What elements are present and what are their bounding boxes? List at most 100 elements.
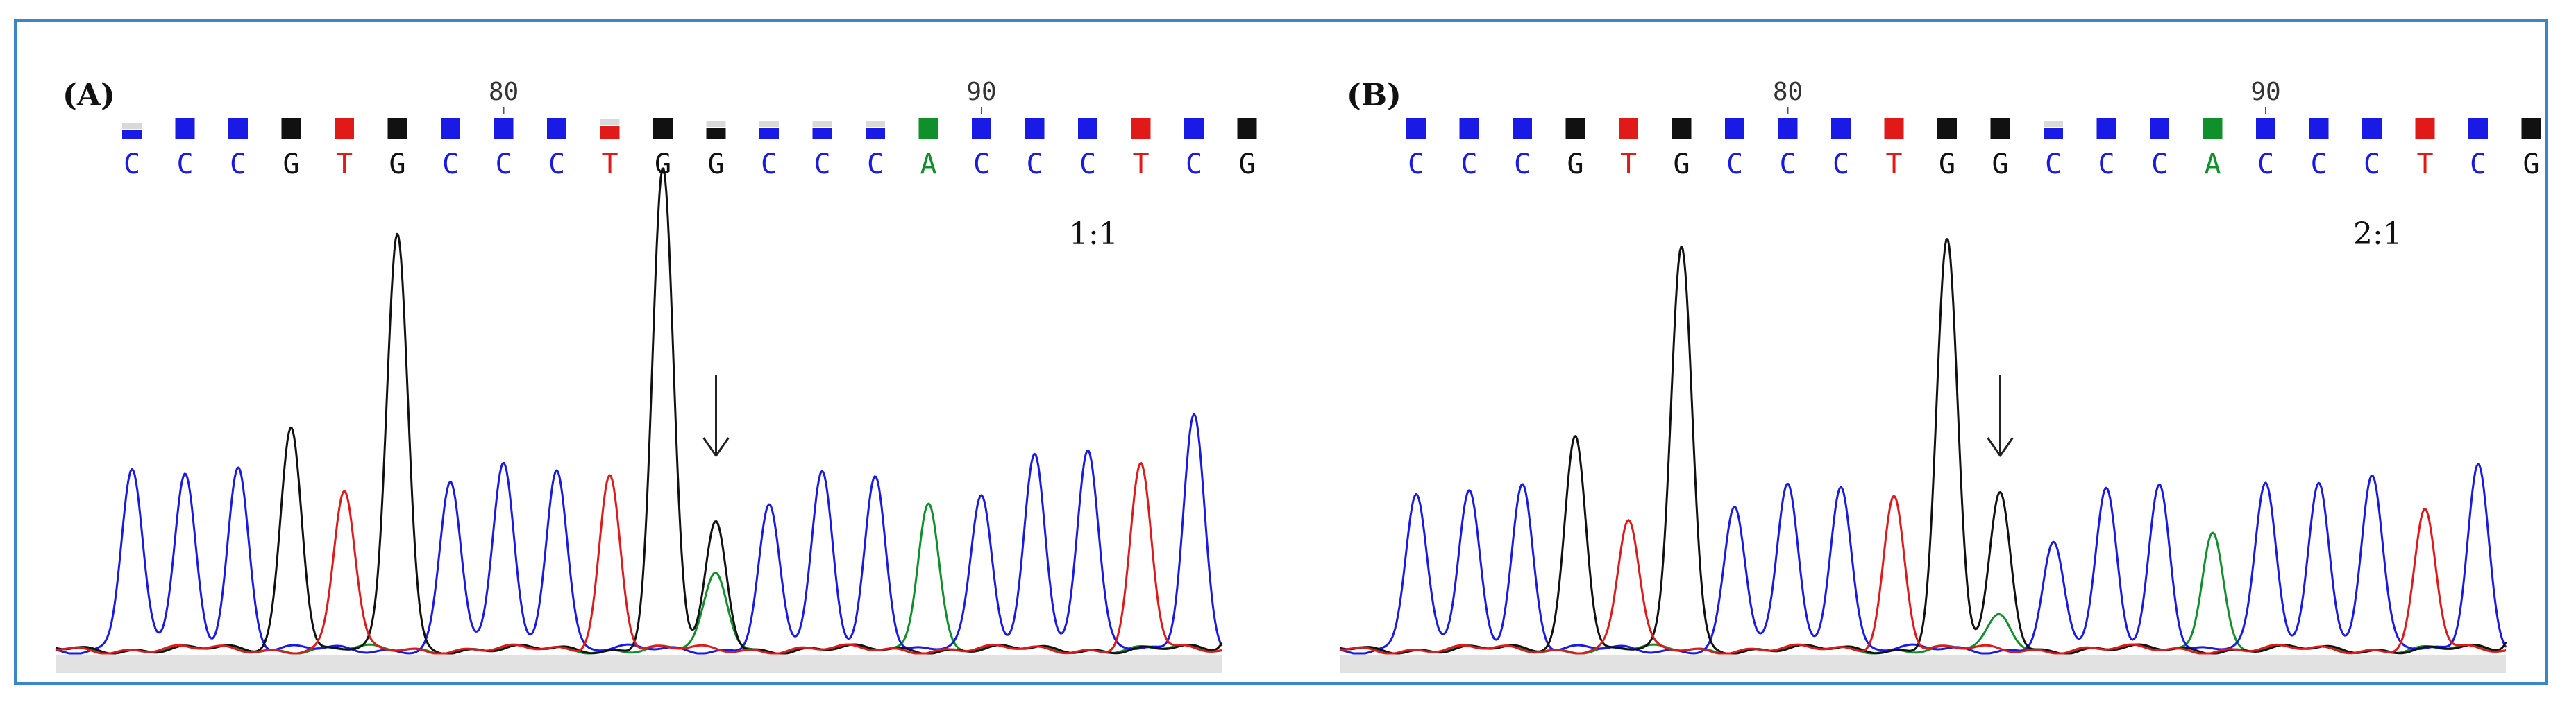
- quality-bar-c: [972, 118, 991, 139]
- quality-bar-g: [1990, 118, 2010, 139]
- base-letter-g: G: [1238, 148, 1255, 180]
- variant-arrow-head: [702, 437, 730, 457]
- chromatogram-a-svg: (A) 80 90 C C C G T G C C C T G G C C C A C C C T C G 1:1: [55, 78, 1257, 673]
- quality-bar-c: [1406, 118, 1426, 139]
- base-letter-c: C: [124, 148, 140, 180]
- base-letter-c: C: [2257, 148, 2274, 180]
- base-letter-g: G: [655, 148, 671, 180]
- base-letter-g: G: [707, 148, 724, 180]
- base-letter-g: G: [283, 148, 299, 180]
- quality-bar-g: [2521, 118, 2541, 139]
- quality-bar-c: [122, 130, 142, 139]
- base-letter-c: C: [1186, 148, 1202, 180]
- quality-bar-g: [1937, 118, 1957, 139]
- base-letter-g: G: [1673, 148, 1690, 180]
- quality-bar-g: [1672, 118, 1692, 139]
- position-tick-label: 90: [966, 78, 996, 106]
- base-letter-c: C: [867, 148, 884, 180]
- quality-bar-shadow: [600, 119, 620, 125]
- base-letter-c: C: [2151, 148, 2168, 180]
- base-letter-g: G: [2523, 148, 2539, 180]
- quality-bar-g: [706, 128, 726, 139]
- base-letter-c: C: [1726, 148, 1743, 180]
- chromatogram-panel-b: (B) 80 90 C C C G T G C C C T G G C C C A C C C T C G 2:1: [1339, 64, 2541, 681]
- base-letter-t: T: [601, 148, 618, 180]
- trace-baseline: [56, 655, 1222, 673]
- variant-arrow-head: [1987, 437, 2014, 457]
- quality-bar-c: [2468, 118, 2488, 139]
- quality-bar-c: [2096, 118, 2116, 139]
- base-letter-g: G: [1992, 148, 2008, 180]
- base-letter-g: G: [1567, 148, 1583, 180]
- quality-bar-c: [2362, 118, 2382, 139]
- trace-baseline: [1340, 655, 2506, 673]
- base-letter-c: C: [1514, 148, 1531, 180]
- trace-g: [1339, 238, 2507, 655]
- quality-bar-t: [1619, 118, 1638, 139]
- trace-t: [55, 462, 1222, 655]
- base-letter-c: C: [2098, 148, 2114, 180]
- allele-ratio-label: 1:1: [1069, 216, 1118, 252]
- quality-bar-c: [1513, 118, 1532, 139]
- allele-ratio-label: 2:1: [2353, 216, 2402, 252]
- base-letter-c: C: [2364, 148, 2380, 180]
- base-letter-c: C: [1779, 148, 1796, 180]
- base-letter-t: T: [1885, 148, 1902, 180]
- quality-bar-a: [2203, 118, 2223, 139]
- base-letter-c: C: [2310, 148, 2327, 180]
- base-letter-t: T: [2416, 148, 2433, 180]
- quality-bar-c: [2309, 118, 2329, 139]
- panel-label: (A): [62, 78, 115, 113]
- base-letter-c: C: [814, 148, 830, 180]
- base-letter-a: A: [920, 148, 936, 180]
- quality-bar-g: [281, 118, 301, 139]
- quality-bar-g: [1565, 118, 1585, 139]
- quality-bar-shadow: [706, 121, 726, 127]
- quality-bar-t: [2415, 118, 2435, 139]
- chromatogram-b-svg: (B) 80 90 C C C G T G C C C T G G C C C A C C C T C G 2:1: [1339, 78, 2541, 673]
- quality-bar-t: [1884, 118, 1904, 139]
- quality-bar-g: [653, 118, 673, 139]
- quality-bar-c: [228, 118, 248, 139]
- quality-bar-shadow: [759, 121, 779, 127]
- quality-bar-c: [1778, 118, 1798, 139]
- base-letter-t: T: [1132, 148, 1149, 180]
- quality-bar-c: [1078, 118, 1097, 139]
- base-letter-c: C: [548, 148, 565, 180]
- figure-frame: (A) 80 90 C C C G T G C C C T G G C C C A C C C T C G 1:1 (B) 80 90…: [14, 19, 2548, 685]
- quality-bar-c: [2150, 118, 2169, 139]
- quality-bar-c: [2256, 118, 2275, 139]
- quality-bar-c: [175, 118, 195, 139]
- base-letter-c: C: [761, 148, 777, 180]
- quality-bar-a: [918, 118, 938, 139]
- quality-bar-c: [1184, 118, 1204, 139]
- base-letter-a: A: [2204, 148, 2221, 180]
- trace-t: [1339, 495, 2507, 655]
- base-letter-c: C: [1026, 148, 1043, 180]
- base-letter-c: C: [442, 148, 459, 180]
- panel-label: (B): [1347, 78, 1401, 113]
- trace-a: [1339, 531, 2507, 655]
- chromatogram-panel-a: (A) 80 90 C C C G T G C C C T G G C C C A C C C T C G 1:1: [55, 64, 1257, 681]
- base-letter-c: C: [1833, 148, 1849, 180]
- quality-bar-t: [600, 126, 620, 139]
- base-letter-t: T: [1620, 148, 1637, 180]
- quality-bar-c: [1025, 118, 1045, 139]
- quality-bar-g: [1237, 118, 1257, 139]
- quality-bar-c: [547, 118, 566, 139]
- quality-bar-t: [335, 118, 354, 139]
- trace-g: [55, 167, 1223, 655]
- quality-bar-c: [812, 128, 832, 139]
- base-letter-c: C: [495, 148, 512, 180]
- base-letter-c: C: [2045, 148, 2062, 180]
- quality-bar-g: [387, 118, 407, 139]
- base-letter-c: C: [2470, 148, 2486, 180]
- base-letter-c: C: [1460, 148, 1477, 180]
- quality-bar-shadow: [122, 123, 142, 129]
- position-tick-label: 80: [489, 78, 519, 106]
- trace-a: [55, 502, 1222, 655]
- quality-bar-c: [441, 118, 460, 139]
- base-letter-g: G: [389, 148, 405, 180]
- quality-bar-shadow: [812, 121, 832, 127]
- quality-bar-c: [1831, 118, 1851, 139]
